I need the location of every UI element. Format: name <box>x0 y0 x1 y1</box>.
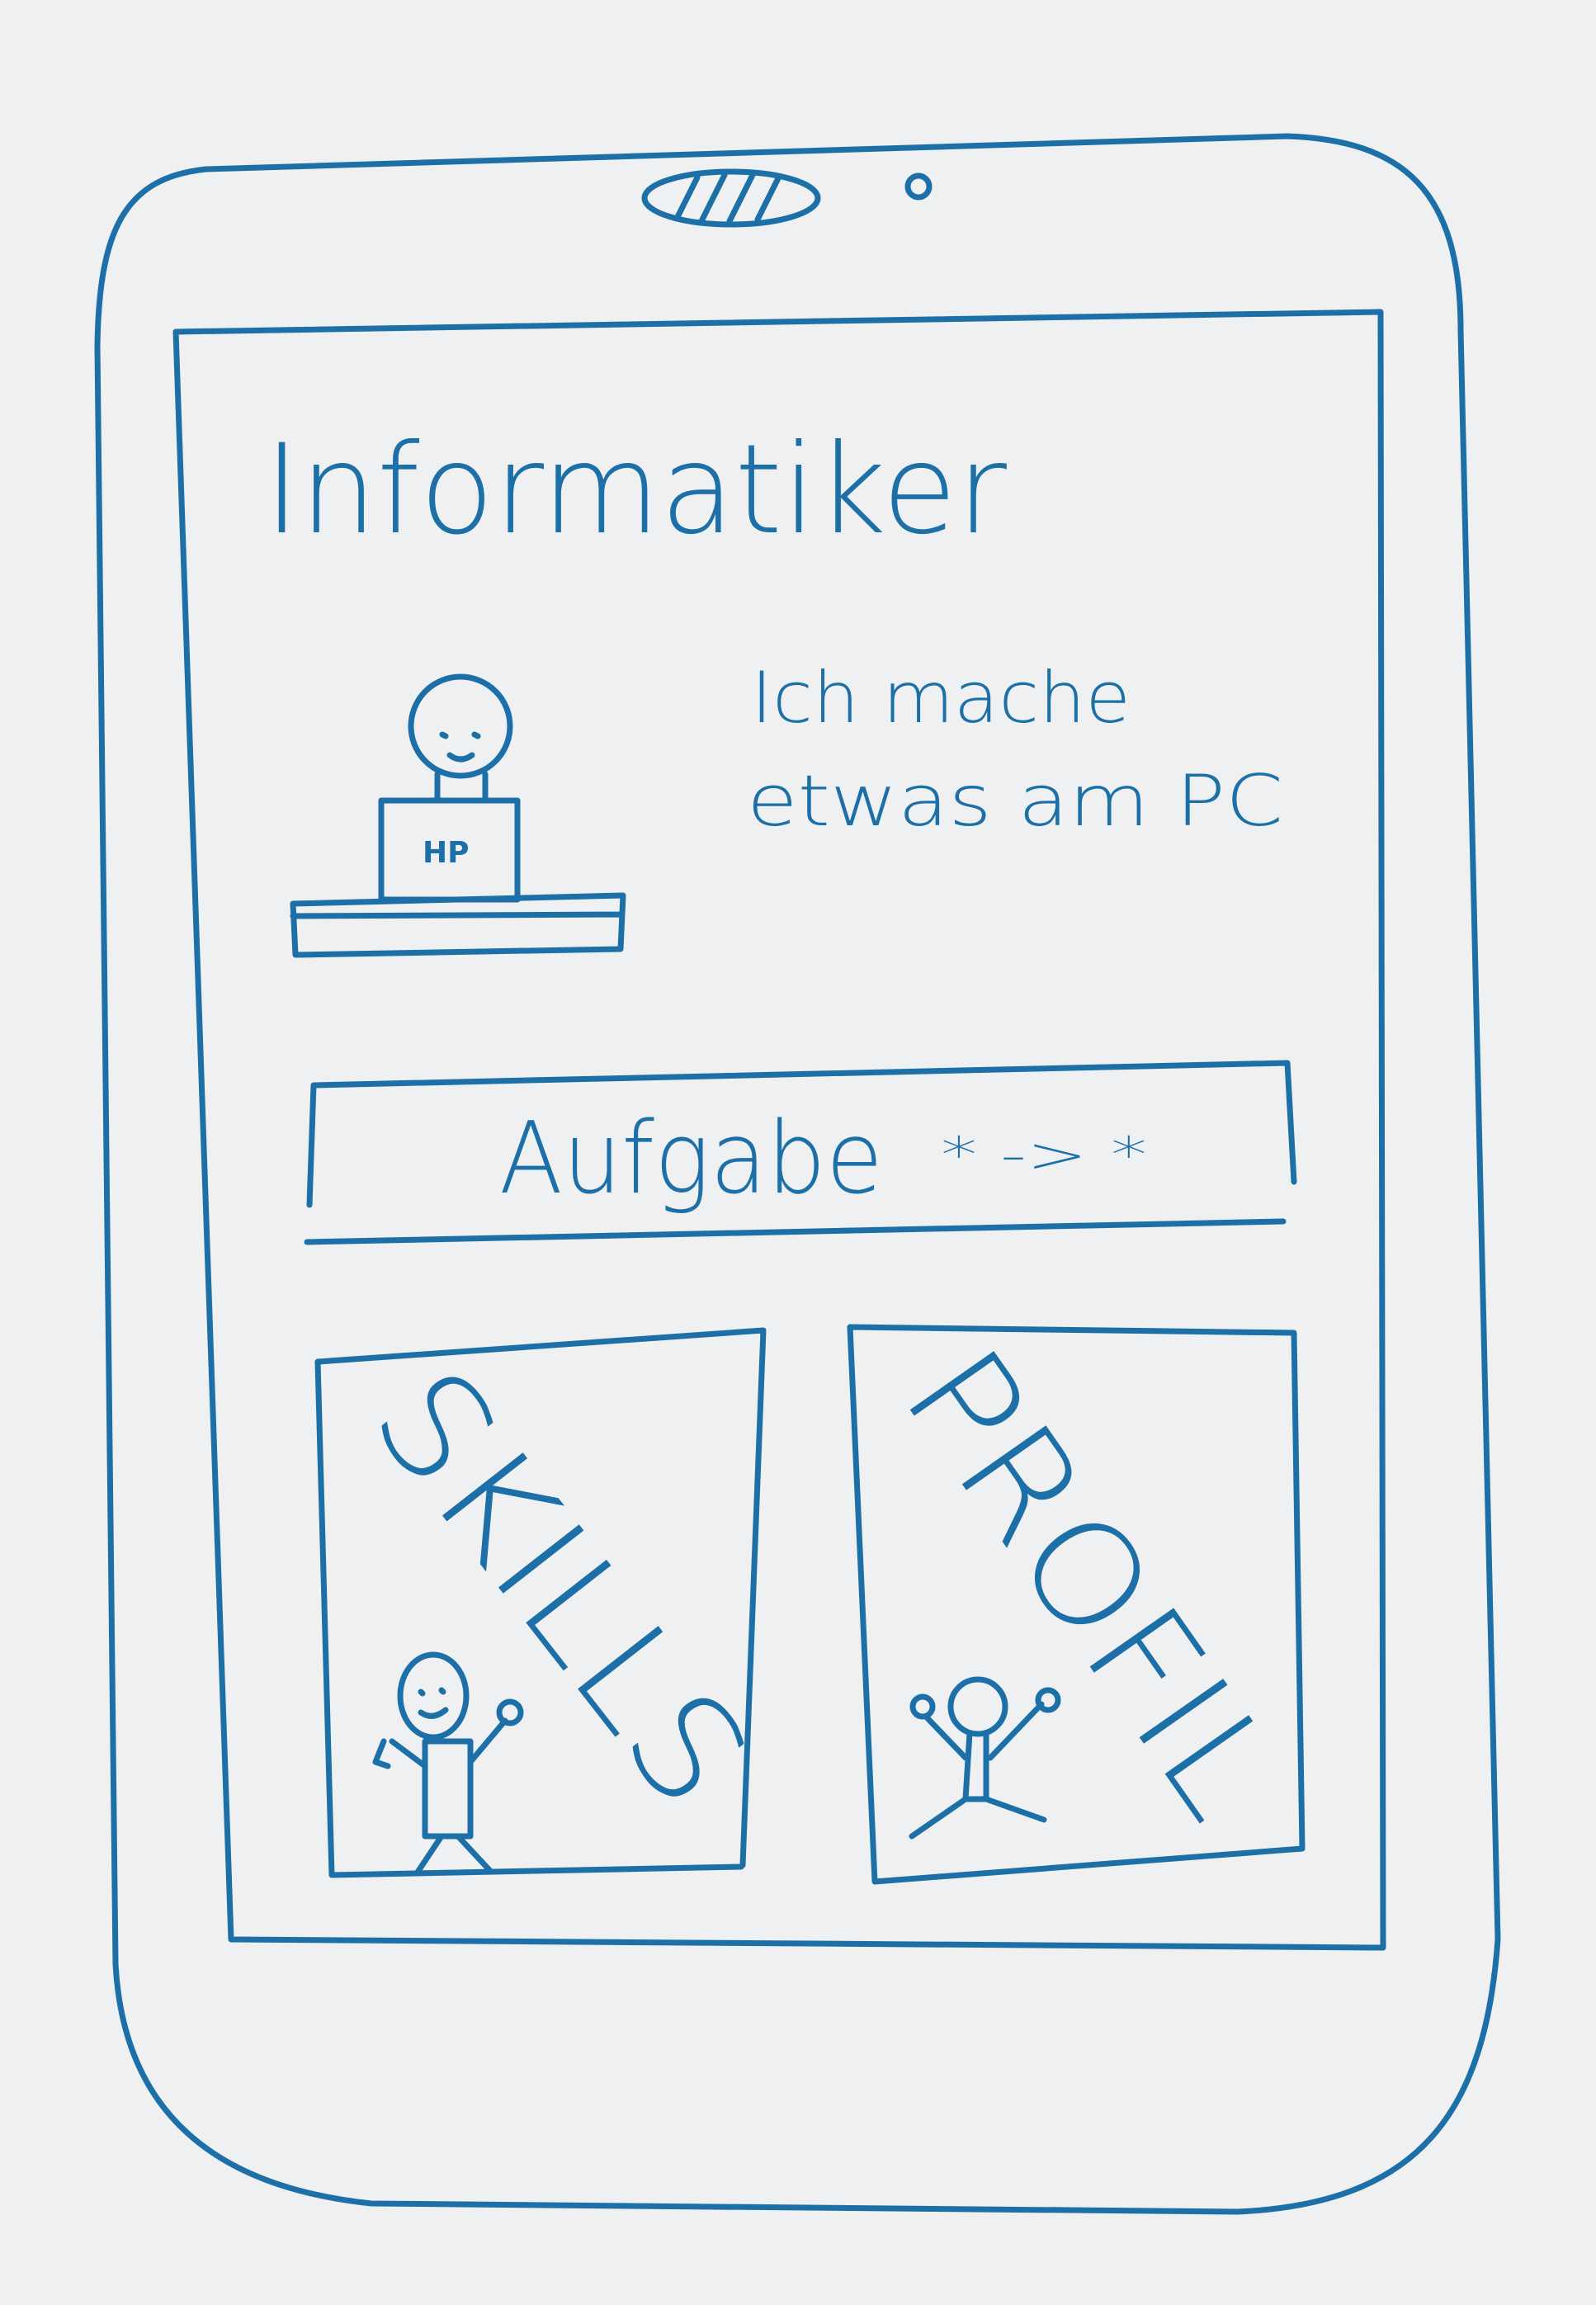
task-button-label: Aufgabe <box>499 1102 883 1216</box>
person-at-computer-icon: HP <box>290 673 626 958</box>
profil-tile-label: PROFIL <box>871 1320 1308 1847</box>
skills-tile-label: SKILLS <box>341 1339 780 1837</box>
jumping-person-icon <box>909 1676 1061 1840</box>
task-button[interactable]: Aufgabe * -> * <box>304 1060 1297 1245</box>
profil-tile[interactable]: PROFIL <box>847 1320 1309 1885</box>
monitor-label: HP <box>423 836 470 870</box>
phone-body <box>94 133 1501 2215</box>
camera-icon <box>904 172 933 201</box>
profile-description-line1: Ich mache <box>751 657 1131 739</box>
skills-tile[interactable]: SKILLS <box>314 1327 780 1878</box>
speaker-icon <box>641 168 821 228</box>
task-button-stars: * -> * <box>941 1127 1147 1184</box>
profile-description-line2: etwas am PC <box>747 760 1283 843</box>
screen <box>172 309 1386 1951</box>
page-title: Informatiker <box>264 418 1007 562</box>
waving-person-icon <box>372 1651 524 1877</box>
